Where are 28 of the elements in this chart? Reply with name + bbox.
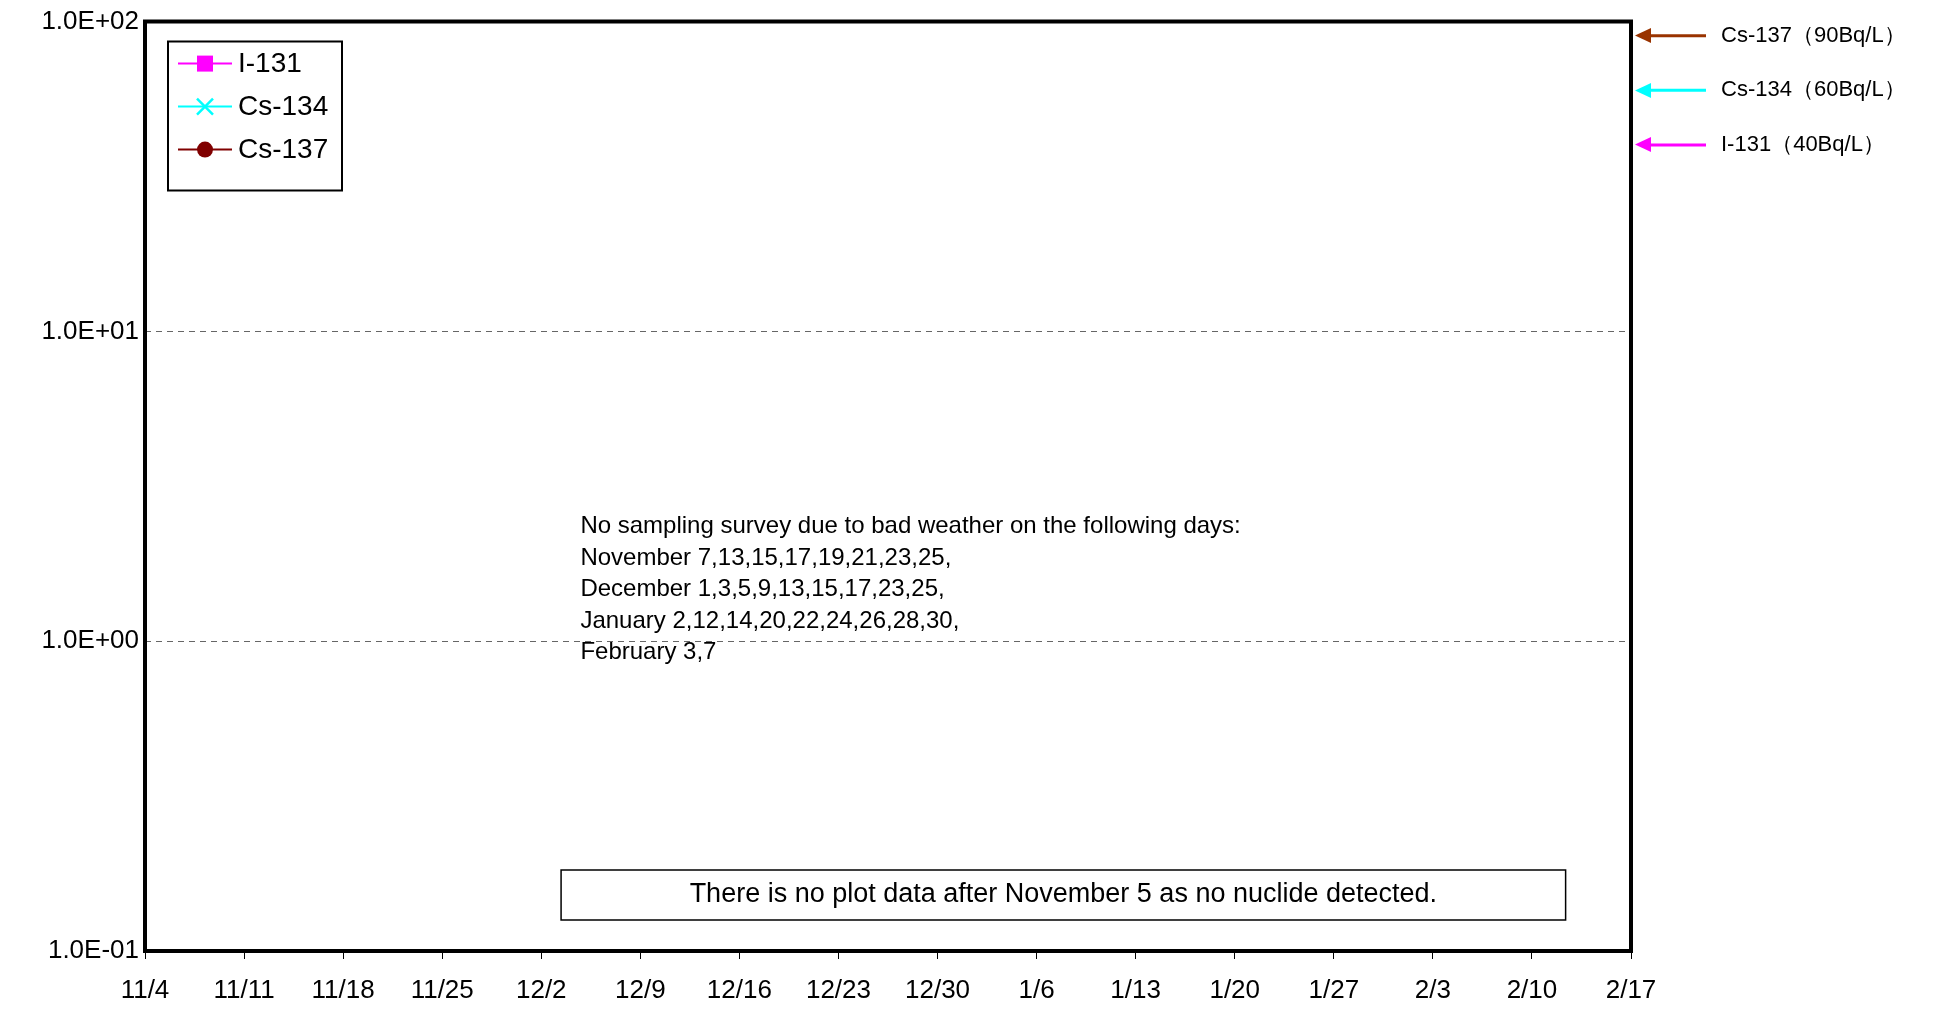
- x-tick-label: 11/25: [410, 973, 474, 1004]
- x-tick-label: 11/4: [120, 973, 170, 1004]
- x-tick-label: 1/6: [1018, 973, 1055, 1004]
- legend-label: Cs-137: [238, 133, 329, 165]
- annotation: There is no plot data after November 5 as no nuclide detected.: [689, 878, 1438, 909]
- x-tick-label: 11/18: [311, 973, 375, 1004]
- x-tick-label: 2/17: [1605, 973, 1657, 1004]
- ref-line-label: Cs-137（90Bq/L）: [1721, 21, 1906, 47]
- x-tick-label: 1/27: [1308, 973, 1360, 1004]
- x-tick-label: 1/13: [1110, 973, 1161, 1004]
- annotation: No sampling survey due to bad weather on the following days: November 7,13,15,17,19,21,23,25, December 1,3,5,9,13,15,17,23,25, January 2,12,14,20,22,24,26,28,30, February 3,7: [580, 511, 1241, 665]
- x-tick-label: 12/30: [904, 973, 971, 1004]
- ref-line-label: I-131（40Bq/L）: [1721, 130, 1885, 156]
- y-tick-label: 1.0E+01: [41, 314, 139, 345]
- x-tick-label: 1/20: [1209, 973, 1261, 1004]
- y-tick-label: 1.0E-01: [47, 934, 139, 965]
- x-tick-label: 11/11: [213, 973, 275, 1004]
- x-tick-label: 12/2: [515, 973, 567, 1004]
- y-tick-label: 1.0E+02: [41, 4, 139, 35]
- y-tick-label: 1.0E+00: [41, 624, 139, 655]
- x-tick-label: 2/3: [1414, 973, 1451, 1004]
- ref-line-label: Cs-134（60Bq/L）: [1721, 76, 1906, 102]
- legend-label: I-131: [238, 47, 302, 79]
- x-tick-label: 12/9: [615, 973, 666, 1004]
- x-tick-label: 12/16: [706, 973, 772, 1004]
- x-tick-label: 2/10: [1506, 973, 1558, 1004]
- legend-label: Cs-134: [238, 90, 329, 122]
- x-tick-label: 12/23: [805, 973, 872, 1004]
